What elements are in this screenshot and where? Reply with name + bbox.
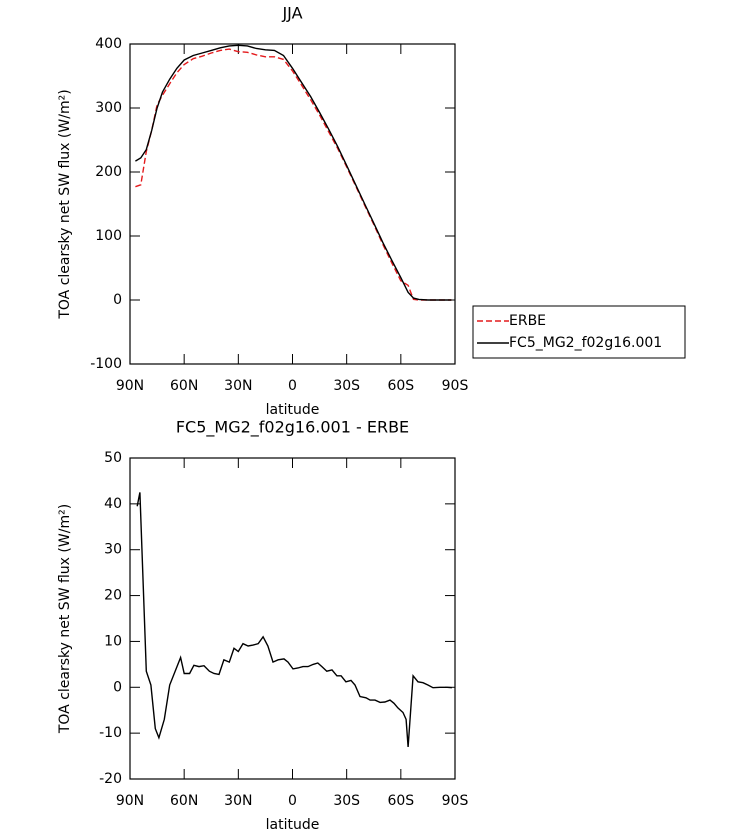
- x-tick-label: 60N: [170, 793, 198, 809]
- y-tick-label: 30: [104, 542, 122, 558]
- chart-title: FC5_MG2_f02g16.001 - ERBE: [176, 418, 409, 438]
- legend-label: FC5_MG2_f02g16.001: [509, 335, 662, 351]
- x-tick-label: 60S: [387, 793, 414, 809]
- y-tick-label: 0: [113, 292, 122, 308]
- y-tick-label: 10: [104, 633, 122, 649]
- y-tick-label: 400: [95, 36, 122, 52]
- x-tick-label: 90N: [116, 793, 144, 809]
- y-tick-label: -100: [90, 356, 122, 372]
- x-tick-label: 60S: [387, 378, 414, 394]
- y-tick-label: 0: [113, 679, 122, 695]
- x-tick-label: 90N: [116, 378, 144, 394]
- legend: ERBE FC5_MG2_f02g16.001: [472, 305, 686, 359]
- y-axis-label: TOA clearsky net SW flux (W/m²): [57, 89, 73, 319]
- y-tick-label: -20: [99, 771, 122, 787]
- y-tick-label: 40: [104, 496, 122, 512]
- y-tick-label: 100: [95, 228, 122, 244]
- x-axis-label: latitude: [266, 817, 320, 833]
- x-tick-label: 90S: [442, 378, 469, 394]
- y-tick-label: -10: [99, 725, 122, 741]
- x-tick-label: 30N: [224, 378, 252, 394]
- x-tick-label: 90S: [442, 793, 469, 809]
- series-line: [136, 492, 452, 747]
- y-tick-label: 50: [104, 450, 122, 466]
- legend-frame: [472, 305, 686, 359]
- x-tick-label: 60N: [170, 378, 198, 394]
- x-axis-label: latitude: [266, 402, 320, 418]
- x-tick-label: 30S: [333, 793, 360, 809]
- series-line: [135, 44, 452, 301]
- series-line: [135, 48, 452, 301]
- plot-frame: [129, 457, 456, 780]
- x-tick-label: 0: [288, 378, 297, 394]
- x-tick-label: 30N: [224, 793, 252, 809]
- y-axis-label: TOA clearsky net SW flux (W/m²): [57, 504, 73, 734]
- legend-label: ERBE: [509, 313, 546, 329]
- x-tick-label: 30S: [333, 378, 360, 394]
- y-tick-label: 20: [104, 588, 122, 604]
- plot-frame: [129, 43, 456, 365]
- chart-title: JJA: [281, 4, 302, 23]
- y-tick-label: 200: [95, 164, 122, 180]
- x-tick-label: 0: [288, 793, 297, 809]
- y-tick-label: 300: [95, 100, 122, 116]
